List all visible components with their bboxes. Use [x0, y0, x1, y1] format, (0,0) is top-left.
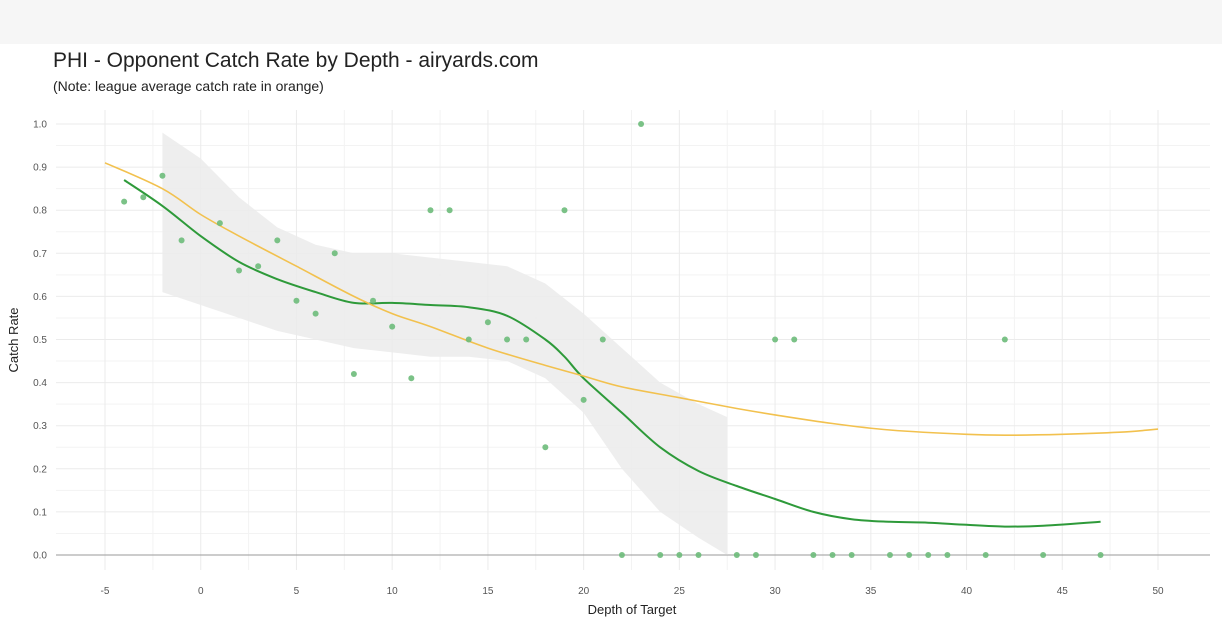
y-tick-label: 0.8	[33, 206, 47, 217]
data-point	[484, 319, 491, 326]
data-point	[178, 237, 185, 244]
data-point	[446, 207, 453, 214]
data-point	[542, 444, 549, 451]
data-point	[695, 552, 702, 558]
chart-title: PHI - Opponent Catch Rate by Depth - air…	[53, 49, 539, 72]
x-tick-label: 45	[1057, 586, 1069, 597]
grid	[56, 110, 1210, 570]
data-point	[523, 336, 530, 343]
points-layer	[121, 121, 1104, 558]
x-tick-label: 10	[387, 586, 399, 597]
data-point	[618, 552, 625, 558]
data-point	[121, 198, 128, 205]
y-tick-label: 0.1	[33, 507, 47, 518]
data-point	[848, 552, 855, 558]
data-point	[1001, 336, 1008, 343]
x-tick-label: -5	[101, 586, 110, 597]
data-point	[504, 336, 511, 343]
data-point	[236, 267, 243, 274]
data-point	[216, 220, 223, 227]
y-tick-label: 0.0	[33, 551, 47, 562]
data-point	[772, 336, 779, 343]
data-point	[906, 552, 913, 558]
data-point	[829, 552, 836, 558]
x-tick-label: 50	[1152, 586, 1164, 597]
chart-subtitle: (Note: league average catch rate in oran…	[53, 78, 324, 94]
data-point	[370, 297, 377, 304]
data-point	[274, 237, 281, 244]
confidence-band-layer	[162, 132, 728, 555]
x-tick-label: 40	[961, 586, 973, 597]
x-tick-label: 20	[578, 586, 590, 597]
data-point	[580, 396, 587, 403]
x-tick-label: 30	[770, 586, 782, 597]
data-point	[293, 297, 300, 304]
data-point	[408, 375, 415, 382]
y-tick-label: 0.9	[33, 163, 47, 174]
data-point	[752, 552, 759, 558]
data-point	[810, 552, 817, 558]
x-tick-label: 25	[674, 586, 686, 597]
tick-labels: -5 0 5 10 15 20 25 30 35 40 45 50 0.0 0.1 0.2 0.3 0.4 0.5…	[33, 120, 1164, 598]
data-point	[733, 552, 740, 558]
y-tick-label: 0.4	[33, 378, 47, 389]
series-layer	[104, 162, 1159, 528]
data-point	[312, 310, 319, 317]
data-point	[1040, 552, 1047, 558]
x-tick-label: 0	[198, 586, 204, 597]
data-point	[331, 250, 338, 257]
x-axis-title: Depth of Target	[588, 602, 677, 617]
y-tick-label: 1.0	[33, 120, 47, 131]
y-tick-label: 0.2	[33, 464, 47, 475]
x-tick-label: 5	[294, 586, 300, 597]
x-tick-label: 15	[482, 586, 494, 597]
data-point	[944, 552, 951, 558]
y-tick-label: 0.6	[33, 292, 47, 303]
data-point	[886, 552, 893, 558]
data-point	[255, 263, 262, 270]
team-smooth-line	[123, 179, 1101, 528]
y-tick-label: 0.7	[33, 249, 47, 260]
data-point	[599, 336, 606, 343]
top-bar	[0, 0, 1222, 44]
data-point	[1097, 552, 1104, 558]
data-point	[982, 552, 989, 558]
data-point	[638, 121, 645, 127]
data-point	[791, 336, 798, 343]
data-point	[159, 172, 166, 179]
confidence-band	[162, 132, 728, 555]
data-point	[925, 552, 932, 558]
data-point	[350, 370, 357, 377]
y-tick-label: 0.3	[33, 421, 47, 432]
data-point	[389, 323, 396, 330]
league-average-line	[104, 162, 1159, 437]
x-tick-label: 35	[865, 586, 877, 597]
y-axis-title: Catch Rate	[6, 307, 21, 372]
data-point	[676, 552, 683, 558]
data-point	[465, 336, 472, 343]
y-tick-label: 0.5	[33, 335, 47, 346]
data-point	[561, 207, 568, 214]
data-point	[657, 552, 664, 558]
data-point	[140, 194, 147, 201]
data-point	[427, 207, 434, 214]
